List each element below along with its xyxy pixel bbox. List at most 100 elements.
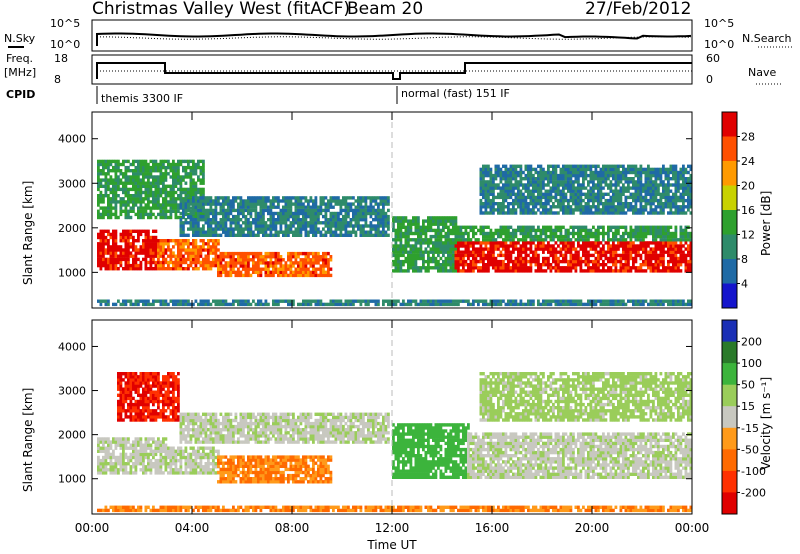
heatmap-cell	[317, 205, 320, 209]
heatmap-cell	[252, 205, 255, 209]
heatmap-cell	[627, 202, 630, 206]
heatmap-cell	[262, 205, 265, 209]
heatmap-cell	[587, 269, 590, 273]
heatmap-cell	[139, 245, 143, 249]
heatmap-cell	[377, 211, 380, 216]
heatmap-cell	[482, 170, 485, 175]
heatmap-cell	[602, 170, 605, 175]
heatmap-cell	[612, 189, 615, 193]
heatmap-cell	[539, 183, 543, 187]
heatmap-cell	[159, 254, 163, 258]
heatmap-cell	[532, 241, 535, 245]
heatmap-cell	[144, 169, 148, 173]
heatmap-cell	[652, 170, 655, 175]
heatmap-cell	[129, 267, 133, 271]
heatmap-cell	[374, 196, 378, 200]
heatmap-cell	[284, 205, 288, 209]
heatmap-cell	[552, 256, 555, 261]
heatmap-cell	[664, 205, 668, 209]
heatmap-cell	[532, 205, 535, 209]
heatmap-cell	[164, 165, 168, 170]
heatmap-cell	[312, 214, 315, 219]
heatmap-cell	[579, 228, 583, 233]
heatmap-cell	[437, 228, 440, 233]
heatmap-cell	[597, 269, 600, 273]
heatmap-cell	[109, 251, 113, 255]
heatmap-cell	[219, 258, 223, 262]
heatmap-cell	[519, 198, 523, 203]
heatmap-cell	[279, 273, 283, 278]
heatmap-cell	[382, 230, 385, 234]
heatmap-cell	[627, 250, 630, 254]
heatmap-cell	[459, 256, 463, 261]
heatmap-cell	[252, 233, 255, 237]
heatmap-cell	[137, 267, 140, 271]
heatmap-cell	[134, 257, 138, 262]
heatmap-cell	[254, 255, 258, 259]
freq-panel: Freq. [MHz] 18 8 60 0 Nave	[4, 52, 782, 86]
heatmap-cell	[464, 250, 468, 254]
heatmap-cell	[309, 208, 313, 213]
heatmap-cell	[372, 196, 375, 200]
heatmap-cell	[99, 200, 103, 204]
heatmap-cell	[589, 173, 593, 178]
heatmap-cell	[234, 261, 238, 265]
heatmap-cell	[489, 238, 493, 242]
heatmap-cell	[529, 180, 533, 184]
heatmap-cell	[147, 200, 150, 204]
heatmap-cell	[209, 227, 213, 231]
heatmap-cell	[482, 189, 485, 193]
heatmap-cell	[677, 259, 680, 264]
heatmap-cell	[152, 251, 155, 255]
heatmap-cell	[147, 187, 150, 192]
heatmap-cell	[284, 211, 288, 216]
heatmap-cell	[109, 159, 113, 164]
heatmap-cell	[602, 180, 605, 184]
heatmap-cell	[164, 260, 168, 265]
heatmap-cell	[249, 230, 253, 234]
heatmap-cell	[569, 170, 573, 175]
heatmap-cell	[179, 257, 183, 262]
heatmap-cell	[164, 215, 168, 220]
heatmap-cell	[624, 186, 628, 190]
heatmap-cell	[127, 248, 130, 252]
heatmap-cell	[162, 162, 165, 167]
heatmap-cell	[382, 205, 385, 209]
heatmap-cell	[679, 238, 683, 242]
heatmap-cell	[327, 258, 330, 262]
heatmap-cell	[264, 255, 268, 259]
heatmap-cell	[577, 208, 580, 212]
heatmap-cell	[562, 256, 565, 261]
heatmap-cell	[462, 253, 465, 258]
heatmap-cell	[504, 241, 508, 245]
heatmap-cell	[194, 169, 198, 173]
heatmap-cell	[119, 232, 123, 237]
heatmap-cell	[157, 254, 160, 258]
heatmap-cell	[249, 205, 253, 209]
heatmap-cell	[112, 232, 115, 237]
heatmap-cell	[102, 165, 105, 170]
heatmap-cell	[107, 159, 110, 164]
heatmap-cell	[462, 241, 465, 245]
heatmap-cell	[322, 258, 325, 262]
heatmap-cell	[654, 241, 658, 245]
heatmap-cell	[587, 256, 590, 261]
heatmap-cell	[677, 195, 680, 200]
heatmap-cell	[652, 198, 655, 203]
heatmap-cell	[492, 259, 495, 264]
heatmap-cell	[187, 194, 190, 198]
heatmap-cell	[229, 255, 233, 259]
heatmap-cell	[314, 261, 318, 265]
heatmap-cell	[214, 221, 218, 225]
heatmap-cell	[632, 186, 635, 190]
heatmap-cell	[167, 184, 170, 188]
heatmap-cell	[594, 192, 598, 196]
heatmap-cell	[467, 244, 470, 248]
heatmap-cell	[624, 263, 628, 267]
heatmap-cell	[507, 167, 510, 172]
heatmap-cell	[624, 177, 628, 181]
heatmap-cell	[482, 211, 485, 215]
heatmap-cell	[132, 159, 135, 164]
heatmap-cell	[179, 175, 183, 179]
heatmap-cell	[587, 244, 590, 248]
